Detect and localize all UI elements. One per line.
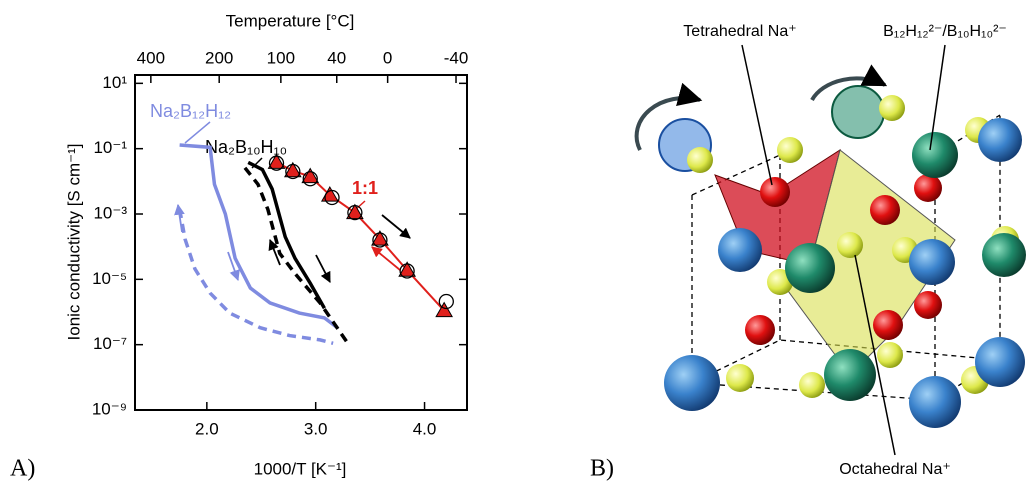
boron-clusters xyxy=(634,64,888,172)
panel-label: B) xyxy=(590,456,614,482)
chart: Temperature [°C] 1000/T [K⁻¹] Ionic cond… xyxy=(64,11,468,478)
x2-tick-label: -40 xyxy=(444,48,469,67)
series-line xyxy=(179,143,339,330)
arrow xyxy=(371,246,401,271)
structure-label: B₁₂H₁₂²⁻/B₁₀H₁₀²⁻ xyxy=(883,23,1007,40)
triangle-marker xyxy=(398,261,416,277)
triangle-marker xyxy=(301,167,320,184)
circle-marker xyxy=(302,171,318,187)
circle-marker xyxy=(399,263,415,279)
arrow xyxy=(227,251,240,282)
circle-marker xyxy=(372,232,388,248)
series-label: Na₂B₁₂H₁₂ xyxy=(150,101,231,121)
circle-marker xyxy=(324,189,340,206)
x2-tick-label: 40 xyxy=(327,48,346,67)
pointer-line xyxy=(741,44,773,186)
series-label: 1:1 xyxy=(352,178,378,198)
top-axis-title: Temperature [°C] xyxy=(226,11,355,30)
triangle-marker xyxy=(371,230,389,246)
crystal-structure: Tetrahedral Na⁺ B₁₂H₁₂²⁻/B₁₀H₁₀²⁻ Octahe… xyxy=(634,23,1026,478)
y-axis-title: Ionic conductivity [S cm⁻¹] xyxy=(64,144,83,341)
triangle-marker xyxy=(283,161,302,178)
x-tick-label: 4.0 xyxy=(413,419,437,438)
x-tick-label: 2.0 xyxy=(195,419,219,438)
series-line xyxy=(243,166,351,347)
leader-line xyxy=(184,121,211,144)
y-tick-label: 10⁻¹ xyxy=(93,138,127,157)
x2-tick-label: 100 xyxy=(267,48,295,67)
circle-marker xyxy=(438,293,454,310)
structure-label: Tetrahedral Na⁺ xyxy=(683,23,796,40)
plot-frame xyxy=(134,74,468,411)
circle-marker xyxy=(285,163,301,180)
circle-marker xyxy=(268,155,285,171)
series-line xyxy=(177,208,334,346)
atoms xyxy=(664,95,1026,428)
circle-marker xyxy=(347,205,363,221)
x2-tick-label: 200 xyxy=(205,48,233,67)
x-tick-label: 3.0 xyxy=(304,419,328,438)
panel-label: A) xyxy=(10,456,35,482)
y-tick-label: 10⁻⁹ xyxy=(92,399,127,418)
arrow xyxy=(268,238,281,266)
arrow xyxy=(315,254,331,283)
x2-tick-label: 400 xyxy=(137,48,165,67)
y-tick-label: 10⁻⁷ xyxy=(93,334,127,353)
y-tick-label: 10⁻³ xyxy=(93,203,127,222)
triangle-marker xyxy=(346,203,364,220)
x2-tick-label: 0 xyxy=(383,48,392,67)
series-label: Na₂B₁₀H₁₀ xyxy=(205,137,287,157)
y-tick-label: 10¹ xyxy=(102,73,127,92)
x-axis-title: 1000/T [K⁻¹] xyxy=(254,459,347,478)
triangle-marker xyxy=(267,153,286,169)
arrow xyxy=(381,214,411,239)
pointer-line xyxy=(929,44,946,151)
structure-label: Octahedral Na⁺ xyxy=(839,461,951,478)
series-line xyxy=(247,160,326,310)
y-tick-label: 10⁻⁵ xyxy=(92,269,127,288)
triangle-marker xyxy=(435,301,454,318)
pointer-line xyxy=(854,254,896,456)
